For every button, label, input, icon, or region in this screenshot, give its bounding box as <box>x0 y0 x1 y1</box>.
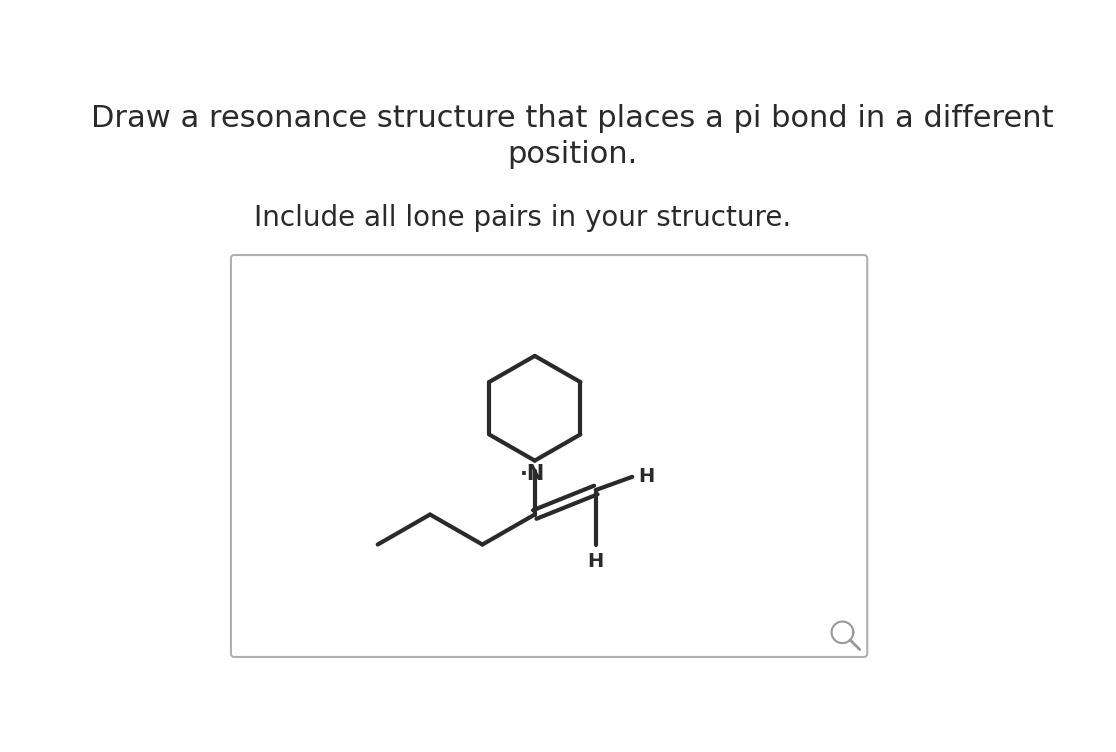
Text: H: H <box>638 467 655 487</box>
Text: Include all lone pairs in your structure.: Include all lone pairs in your structure… <box>254 205 791 232</box>
FancyBboxPatch shape <box>231 255 867 657</box>
Text: H: H <box>588 551 604 571</box>
Text: ·N: ·N <box>520 464 545 484</box>
Text: position.: position. <box>507 141 637 169</box>
Text: Draw a resonance structure that places a pi bond in a different: Draw a resonance structure that places a… <box>90 104 1054 133</box>
